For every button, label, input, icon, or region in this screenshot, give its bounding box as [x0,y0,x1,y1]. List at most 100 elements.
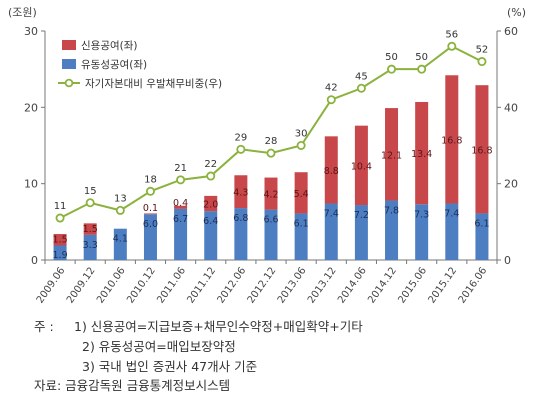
label-credit: 12.1 [381,150,402,161]
ratio-point [266,148,276,158]
label-liquidity: 3.3 [83,240,98,251]
left-tick-label: 30 [24,25,38,38]
label-ratio: 21 [174,163,187,174]
bar-liquidity [415,204,429,260]
label-credit: 10.4 [351,161,372,172]
bar-liquidity [204,211,218,260]
note-line-3: 3) 국내 법인 증권사 47개사 기준 [34,357,363,377]
label-liquidity: 7.8 [384,205,399,216]
bar-liquidity [385,200,399,260]
label-ratio: 45 [355,71,368,82]
bar-credit [204,195,218,212]
label-ratio: 13 [114,193,127,204]
label-ratio: 30 [295,129,308,140]
data-labels: 1.9 1.5 3.3 1.5 4.1 6.0 0.1 6.7 0.4 6.4 2.0 6.8 4.3 6… [53,29,493,261]
label-credit: 5.4 [294,189,309,200]
ratio-point [417,64,427,74]
bar-credit [385,108,399,201]
ratio-point [477,57,487,67]
ratio-point [356,83,366,93]
label-ratio: 28 [265,136,278,147]
bar-liquidity [354,205,368,260]
ratio-point [145,186,155,196]
bar-credit [174,205,188,209]
bar-liquidity [475,213,489,260]
x-tick-label: 2014.06 [336,265,369,305]
left-tick-label: 20 [24,101,38,114]
bar-credit [294,172,308,214]
bar-credit [324,136,338,204]
note-item-2: 2) 유동성공여=매입보장약정 [82,339,236,354]
ratio-point [85,198,95,208]
legend: 신용공여(좌) 유동성공여(좌) 자기자본대비 우발채무비중(우) [58,40,222,90]
legend-label-ratio: 자기자본대비 우발채무비중(우) [85,78,222,90]
x-tick-label: 2012.12 [246,265,279,305]
label-ratio: 50 [415,52,428,63]
label-liquidity: 6.6 [263,215,278,226]
x-tick-label: 2011.12 [185,265,218,305]
x-tick-label: 2009.12 [65,265,98,305]
ratio-point [326,95,336,105]
label-liquidity: 7.4 [444,209,459,220]
ratio-point [55,213,65,223]
label-credit: 16.8 [441,135,462,146]
bar-credit [354,125,368,206]
left-tick-label: 0 [31,254,38,267]
ratio-point [236,144,246,154]
bars [53,75,489,260]
label-ratio: 15 [84,186,97,197]
note-item-3: 3) 국내 법인 증권사 47개사 기준 [82,359,258,374]
bar-credit [83,223,97,235]
ratio-point [387,64,397,74]
ratio-point [296,140,306,150]
label-ratio: 29 [234,132,247,143]
label-liquidity: 1.9 [53,250,68,261]
legend-swatch-liquidity [62,59,76,69]
left-tick-label: 10 [24,178,38,191]
right-tick-label: 0 [504,254,511,267]
x-tick-label: 2013.12 [306,265,339,305]
label-credit: 13.4 [411,149,432,160]
ratio-point [447,41,457,51]
label-credit: 16.8 [471,145,492,156]
label-ratio: 18 [144,174,157,185]
label-ratio: 11 [54,201,67,212]
label-credit: 0.1 [143,203,158,214]
legend-label-credit: 신용공여(좌) [81,40,138,52]
note-line-2: 2) 유동성공여=매입보장약정 [34,337,363,357]
bar-liquidity [143,214,157,260]
chart: (조원) (%) 010203002040602009.062009.12201… [8,6,526,306]
legend-marker-ratio [64,78,74,88]
x-tick-label: 2013.06 [276,265,309,305]
bar-liquidity [113,228,127,260]
label-ratio: 22 [204,159,217,170]
right-axis-unit: (%) [507,6,526,19]
right-tick-label: 60 [504,25,518,38]
bar-credit [264,177,278,210]
x-tick-label: 2011.06 [155,265,188,305]
bar-liquidity [83,234,97,260]
label-ratio: 50 [385,52,398,63]
ratio-line [55,41,487,223]
bar-liquidity [264,209,278,260]
label-liquidity: 6.1 [294,218,309,229]
label-ratio: 52 [476,45,489,56]
bar-credit [234,175,248,209]
footnotes: 주 : 1) 신용공여=지급보증+채무인수약정+매입확약+기타 2) 유동성공여=… [34,317,363,377]
x-tick-label: 2009.06 [35,265,68,305]
note-item-1: 1) 신용공여=지급보증+채무인수약정+매입확약+기타 [74,319,363,334]
label-credit: 4.2 [263,190,278,201]
label-credit: 0.4 [173,198,188,209]
x-tick-label: 2016.06 [457,265,490,305]
label-ratio: 56 [445,29,458,40]
x-tick-label: 2010.06 [95,265,128,305]
x-tick-label: 2015.06 [396,265,429,305]
ratio-point [115,205,125,215]
x-tick-label: 2014.12 [366,265,399,305]
x-tick-label: 2015.12 [427,265,460,305]
bar-liquidity [53,245,67,260]
label-liquidity: 7.3 [414,209,429,220]
note-prefix: 주 : [34,319,54,334]
x-tick-label: 2012.06 [216,265,249,305]
bar-liquidity [234,208,248,260]
